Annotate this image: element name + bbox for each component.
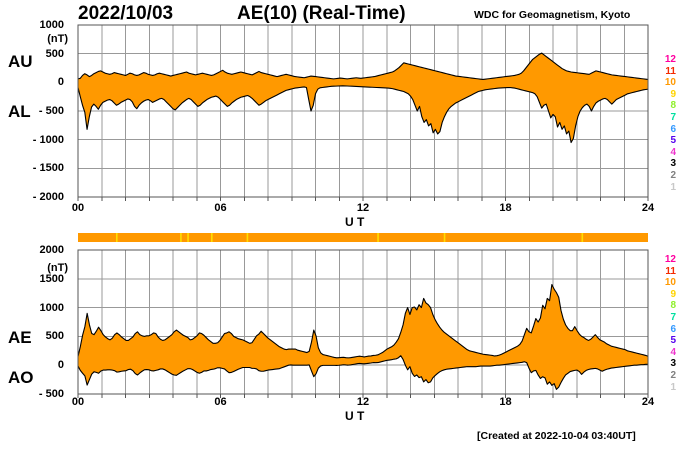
legend-entry-10: 10 (664, 277, 676, 289)
top-ytick--500: - 500 (38, 105, 64, 117)
top-panel-plot (77, 24, 649, 201)
legend-top: 12 11 10 9 8 7 6 5 4 3 2 1 (660, 54, 676, 193)
creation-timestamp: [Created at 2022-10-04 03:40UT] (477, 430, 636, 442)
legend-entry-11: 11 (665, 65, 676, 77)
bottom-xtick-00: 00 (71, 396, 85, 408)
bottom-xtick-06: 06 (214, 396, 227, 408)
legend-entry-2: 2 (670, 369, 676, 381)
bottom-ytick-1500: 1500 (39, 272, 64, 285)
top-axis-label-au: AU (8, 52, 33, 71)
legend-entry-10: 10 (664, 77, 676, 89)
bottom-axis-label-ao: AO (8, 368, 34, 387)
legend-entry-9: 9 (670, 288, 676, 300)
top-xtick-06: 06 (214, 202, 227, 214)
unit-label-bottom: (nT) (47, 262, 68, 274)
legend-entry-7: 7 (670, 311, 676, 323)
legend-entry-3: 3 (670, 158, 676, 170)
bottom-xtick-18: 18 (499, 396, 512, 408)
top-panel (77, 24, 649, 201)
legend-entry-4: 4 (670, 346, 676, 358)
legend-entry-6: 6 (670, 123, 676, 135)
legend-entry-2: 2 (670, 169, 676, 181)
chart-credit: WDC for Geomagnetism, Kyoto (474, 9, 631, 21)
legend-entry-1: 1 (670, 381, 676, 393)
legend-entry-7: 7 (670, 111, 676, 123)
bottom-ytick--500: - 500 (38, 388, 64, 400)
top-xtick-12: 12 (356, 202, 370, 214)
top-ytick--2000: - 2000 (32, 191, 64, 203)
legend-entry-6: 6 (670, 323, 676, 335)
bottom-axis-label-ae: AE (8, 328, 32, 347)
legend-entry-3: 3 (670, 358, 676, 370)
bottom-ytick-2000: 2000 (39, 244, 64, 256)
legend-entry-12: 12 (664, 254, 676, 265)
legend-entry-11: 11 (665, 265, 676, 277)
bottom-ytick-1000: 1000 (39, 301, 64, 314)
top-xtick-24: 24 (641, 202, 655, 214)
top-xtick-00: 00 (71, 202, 85, 214)
legend-entry-12: 12 (664, 54, 676, 65)
top-axis-label-al: AL (8, 102, 31, 121)
legend-entry-9: 9 (670, 88, 676, 100)
top-ytick--1000: - 1000 (32, 133, 64, 146)
top-ytick--1500: - 1500 (32, 162, 64, 175)
top-xtick-18: 18 (499, 202, 512, 214)
bottom-panel (0, 244, 700, 424)
chart-date: 2022/10/03 (78, 3, 174, 24)
bottom-axis-label: U T (345, 409, 365, 423)
bottom-panel-plot (77, 249, 649, 398)
unit-label-top: (nT) (47, 33, 68, 45)
legend-entry-5: 5 (670, 135, 676, 147)
legend-entry-5: 5 (670, 335, 676, 347)
data-availability-bar (78, 233, 648, 242)
bottom-xtick-24: 24 (641, 396, 655, 408)
legend-bottom: 12 11 10 9 8 7 6 5 4 3 2 1 (660, 254, 676, 393)
legend-entry-8: 8 (670, 100, 676, 112)
top-ytick-500: 500 (45, 47, 64, 60)
top-ytick-1000: 1000 (39, 19, 64, 31)
top-panel-unit: (nT) (12, 33, 68, 45)
bottom-panel-unit: (nT) (12, 262, 68, 274)
chart-title: AE(10) (Real-Time) (237, 3, 406, 24)
top-axis-label: U T (345, 215, 365, 229)
bottom-ytick-0: 0 (57, 359, 64, 372)
bottom-xtick-12: 12 (356, 396, 370, 408)
legend-entry-1: 1 (670, 181, 676, 193)
legend-entry-8: 8 (670, 300, 676, 312)
top-ytick-0: 0 (57, 76, 64, 89)
legend-entry-4: 4 (670, 146, 676, 158)
bottom-ytick-500: 500 (45, 330, 64, 343)
